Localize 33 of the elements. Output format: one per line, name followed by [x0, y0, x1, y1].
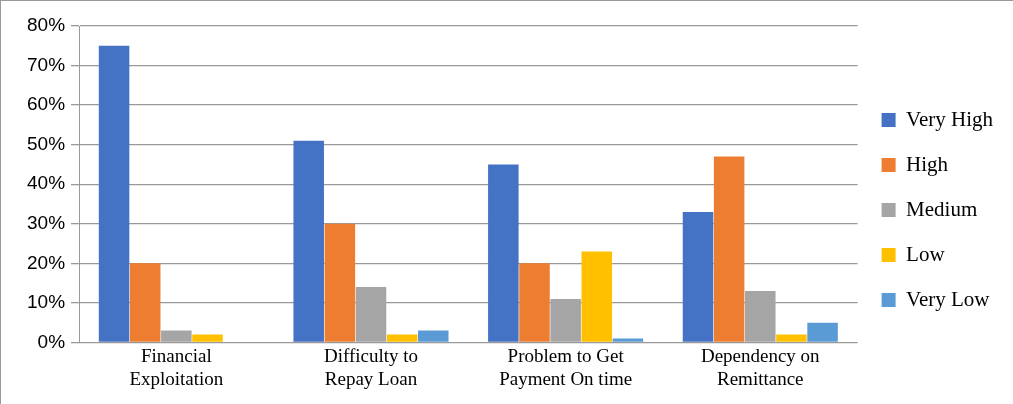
y-tick-label: 50%	[27, 132, 66, 154]
bar	[386, 334, 418, 342]
y-tick-label: 40%	[27, 172, 66, 194]
legend-label: Very Low	[906, 286, 991, 311]
bar	[807, 322, 838, 342]
legend-label: Very High	[906, 106, 994, 131]
bar	[293, 140, 324, 342]
y-tick-label: 0%	[37, 330, 66, 352]
y-tick-label: 20%	[27, 251, 66, 273]
x-tick-label: Problem to Get Payment On time	[499, 344, 633, 389]
bar	[581, 251, 613, 342]
y-tick-label: 80%	[27, 14, 66, 36]
bar	[713, 156, 745, 342]
x-tick-label: Dependency on Remittance	[700, 344, 821, 389]
bar	[324, 223, 356, 342]
bar	[519, 263, 550, 342]
bar	[98, 45, 130, 342]
x-tick-label: Financial Exploitation	[129, 344, 224, 389]
bar	[488, 164, 519, 342]
y-tick-label: 60%	[27, 93, 66, 115]
x-tick-label: Difficulty to Repay Loan	[323, 344, 419, 389]
bar	[682, 211, 714, 342]
y-tick-label: 70%	[27, 53, 66, 75]
bar	[776, 334, 807, 342]
legend-label: High	[906, 151, 949, 176]
bar	[192, 334, 223, 342]
bar	[612, 338, 644, 342]
y-tick-label: 30%	[27, 211, 66, 233]
legend-label: Medium	[906, 196, 978, 221]
bar	[129, 263, 161, 342]
legend-label: Low	[906, 241, 946, 266]
bar	[418, 330, 449, 342]
y-tick-label: 10%	[27, 291, 66, 313]
